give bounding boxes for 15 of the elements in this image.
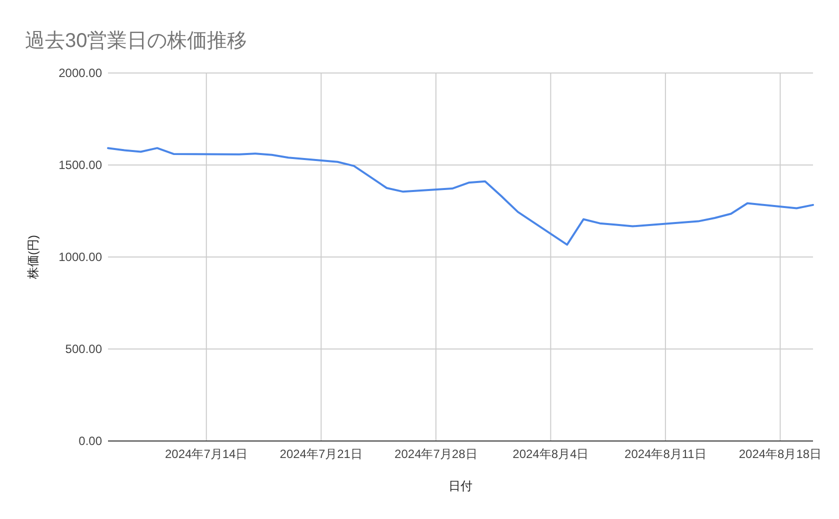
x-tick-label: 2024年8月4日 [512, 447, 589, 461]
y-tick-label: 1000.00 [58, 250, 102, 264]
y-tick-label: 2000.00 [58, 66, 102, 80]
y-axis-title: 株価(円) [26, 235, 40, 280]
y-tick-label: 0.00 [78, 434, 102, 448]
x-tick-label: 2024年8月11日 [624, 447, 706, 461]
x-axis-title: 日付 [448, 479, 472, 493]
x-tick-label: 2024年7月28日 [394, 447, 478, 461]
y-tick-label: 500.00 [65, 342, 102, 356]
x-tick-label: 2024年8月18日 [738, 447, 822, 461]
chart-title: 過去30営業日の株価推移 [25, 30, 248, 52]
line-series [107, 147, 814, 246]
x-tick-label: 2024年7月21日 [280, 447, 362, 461]
x-tick-label: 2024年7月14日 [165, 447, 248, 461]
y-tick-label: 1500.00 [58, 158, 102, 172]
